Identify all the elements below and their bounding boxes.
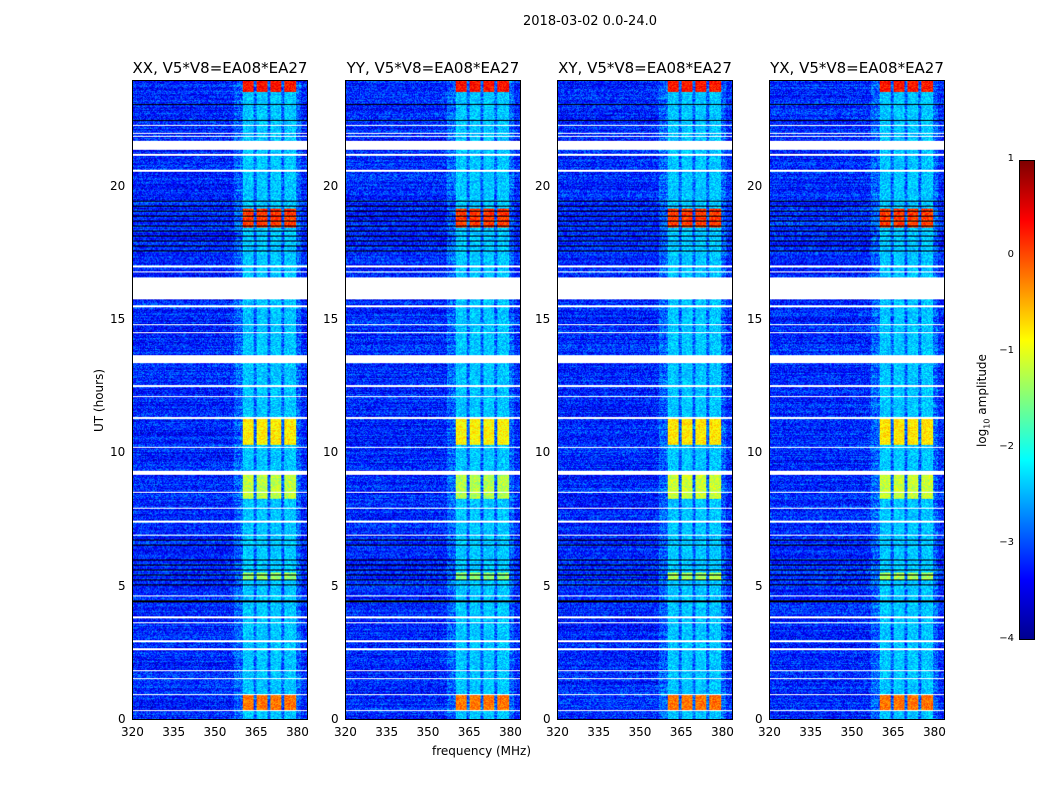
spectrogram-panel-0 — [132, 80, 308, 720]
y-tick-label: 5 — [543, 578, 551, 593]
panel-title: YY, V5*V8=EA08*EA27 — [346, 59, 520, 77]
colorbar-tick-label: −3 — [999, 537, 1014, 548]
x-tick-label: 320 — [758, 725, 781, 739]
x-tick-label: 335 — [799, 725, 823, 739]
y-tick-label: 10 — [323, 445, 339, 460]
y-tick-label: 15 — [323, 312, 339, 326]
y-tick-label: 5 — [118, 578, 126, 593]
x-tick-label: 365 — [669, 725, 693, 739]
y-tick-label: 0 — [543, 712, 551, 726]
spectrogram-panel-1 — [345, 80, 521, 720]
colorbar-tick-label: −1 — [999, 345, 1014, 356]
x-tick-label: 335 — [587, 725, 611, 739]
x-tick-label: 350 — [416, 725, 440, 739]
x-tick-label: 380 — [499, 725, 522, 739]
y-tick-label: 20 — [323, 178, 339, 193]
colorbar-tick-label: −4 — [999, 633, 1014, 644]
spectrogram-panel-3 — [769, 80, 945, 720]
x-tick-label: 365 — [457, 725, 481, 739]
heatmap-image — [133, 81, 307, 719]
y-tick-label: 10 — [747, 445, 763, 460]
heatmap-image — [558, 81, 732, 719]
y-tick-label: 20 — [747, 178, 763, 193]
y-tick-label: 15 — [110, 312, 126, 326]
y-tick-label: 10 — [110, 445, 126, 460]
y-tick-label: 0 — [118, 712, 126, 726]
panel-title: YX, V5*V8=EA08*EA27 — [770, 59, 944, 77]
colorbar-tick-label: −2 — [999, 441, 1014, 452]
x-tick-label: 380 — [711, 725, 734, 739]
x-tick-label: 320 — [121, 725, 144, 739]
panel-title: XY, V5*V8=EA08*EA27 — [558, 59, 732, 77]
colorbar-tick-label: 0 — [1007, 249, 1014, 260]
x-tick-label: 320 — [546, 725, 569, 739]
x-axis-label: frequency (MHz) — [432, 744, 532, 758]
y-tick-label: 10 — [535, 445, 551, 460]
x-tick-label: 350 — [203, 725, 227, 739]
x-tick-label: 350 — [840, 725, 864, 739]
y-tick-label: 20 — [110, 178, 126, 193]
x-tick-label: 335 — [162, 725, 186, 739]
y-axis-label: UT (hours) — [92, 368, 106, 432]
panel-title: XX, V5*V8=EA08*EA27 — [132, 59, 308, 77]
y-tick-label: 20 — [535, 178, 551, 193]
x-tick-label: 320 — [334, 725, 357, 739]
colorbar-label: log10 amplitude — [975, 354, 992, 447]
colorbar-tick-label: 1 — [1007, 153, 1014, 164]
y-tick-label: 5 — [331, 578, 339, 593]
figure-title: 2018-03-02 0.0-24.0 — [523, 14, 657, 29]
colorbar — [1019, 160, 1035, 640]
y-tick-label: 15 — [535, 312, 551, 326]
x-tick-label: 335 — [375, 725, 399, 739]
x-tick-label: 380 — [286, 725, 309, 739]
x-tick-label: 365 — [244, 725, 268, 739]
y-tick-label: 5 — [755, 578, 763, 593]
heatmap-image — [346, 81, 520, 719]
x-tick-label: 350 — [628, 725, 652, 739]
heatmap-image — [770, 81, 944, 719]
y-tick-label: 0 — [331, 712, 339, 726]
x-tick-label: 380 — [923, 725, 946, 739]
y-tick-label: 0 — [755, 712, 763, 726]
x-tick-label: 365 — [881, 725, 905, 739]
spectrogram-panel-2 — [557, 80, 733, 720]
y-tick-label: 15 — [747, 312, 763, 326]
